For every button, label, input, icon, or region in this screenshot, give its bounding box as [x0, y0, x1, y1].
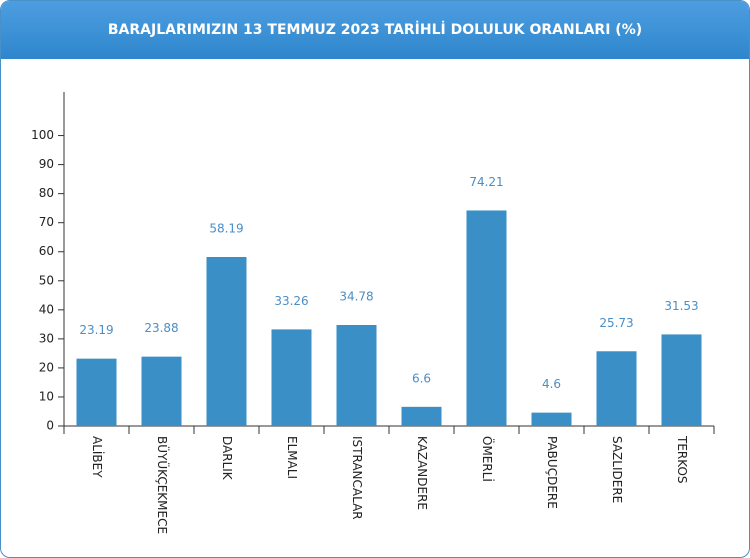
x-tick-label: ALİBEY [90, 436, 105, 478]
value-label: 58.19 [209, 221, 243, 235]
y-tick-label: 40 [39, 302, 54, 316]
y-tick-label: 10 [39, 389, 54, 403]
x-tick-label: BÜYÜKÇEKMECE [155, 436, 171, 534]
bar [531, 412, 572, 426]
y-tick-label: 90 [39, 157, 54, 171]
value-label: 23.88 [144, 321, 178, 335]
bar [76, 358, 117, 426]
y-tick-label: 20 [39, 360, 54, 374]
y-tick-label: 70 [39, 215, 54, 229]
bar [141, 356, 182, 426]
x-tick-label: TERKOS [675, 435, 689, 484]
y-tick-label: 100 [31, 128, 54, 142]
x-tick-label: ÖMERLİ [480, 436, 496, 482]
bar [401, 406, 442, 426]
y-tick-label: 30 [39, 331, 54, 345]
bar [336, 324, 377, 426]
bar [206, 256, 247, 426]
y-tick-label: 50 [39, 273, 54, 287]
x-tick-label: ELMALI [285, 436, 299, 479]
value-label: 31.53 [664, 299, 698, 313]
value-label: 4.6 [542, 377, 561, 391]
x-tick-label: SAZLIDERE [610, 436, 624, 503]
value-label: 6.6 [412, 371, 431, 385]
x-tick-label: PABUÇDERE [545, 436, 559, 509]
bar [271, 329, 312, 426]
value-label: 74.21 [469, 175, 503, 189]
value-label: 23.19 [79, 323, 113, 337]
y-tick-label: 60 [39, 244, 54, 258]
value-label: 33.26 [274, 294, 308, 308]
y-tick-label: 0 [46, 419, 54, 433]
value-label: 25.73 [599, 316, 633, 330]
x-tick-label: DARLIK [220, 436, 234, 481]
x-tick-label: ISTRANCALAR [350, 436, 364, 520]
chart-title: BARAJLARIMIZIN 13 TEMMUZ 2023 TARİHLİ DO… [1, 1, 749, 59]
bar [466, 210, 507, 426]
x-tick-label: KAZANDERE [415, 436, 429, 510]
bar [661, 334, 702, 426]
bar [596, 351, 637, 426]
value-label: 34.78 [339, 289, 373, 303]
y-tick-label: 80 [39, 186, 54, 200]
